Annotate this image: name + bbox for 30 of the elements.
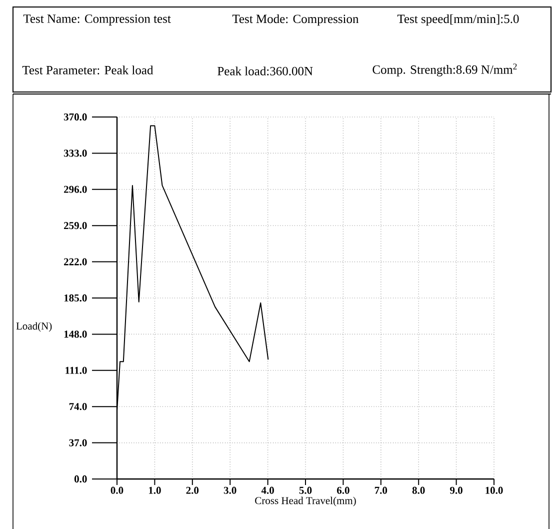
text: Test Mode: Compression: [232, 14, 359, 26]
x-tick-label: 2.0: [186, 486, 199, 494]
text: Test Parameter: Peak load: [22, 65, 154, 74]
text: Peak load:360.00N: [218, 66, 313, 76]
y-tick-label: 296.0: [64, 186, 87, 193]
y-tick-label: 37.0: [69, 439, 87, 446]
y-tick-label: 0.0: [74, 475, 87, 482]
x-tick-label: 4.0: [261, 486, 274, 494]
x-tick-label: 7.0: [374, 486, 388, 494]
y-tick-label: 333.0: [64, 149, 87, 157]
y-tick-label: 185.0: [64, 294, 87, 302]
text: Test Name: Compression test: [23, 14, 171, 26]
text: Test speed[mm/min]:5.0: [397, 14, 519, 26]
x-tick-label: 10.0: [486, 486, 503, 494]
x-axis-title: Cross Head Travel(mm): [255, 496, 356, 506]
y-axis-title: Load(N): [16, 322, 52, 332]
y-tick-label: 259.0: [64, 222, 87, 229]
x-tick-label: 5.0: [299, 486, 312, 494]
y-tick-label: 111.0: [66, 366, 87, 374]
y-tick-label: 74.0: [69, 402, 87, 410]
x-tick-label: 0.0: [110, 486, 124, 494]
x-tick-label: 1.0: [148, 486, 161, 494]
x-tick-label: 6.0: [337, 486, 350, 494]
x-tick-label: 9.0: [450, 486, 462, 494]
y-tick-label: 222.0: [64, 258, 87, 266]
y-tick-label: 148.0: [64, 330, 87, 338]
x-tick-label: 3.0: [224, 486, 236, 494]
text: Comp. Strength:8.69 N/mm$^{2}$: [372, 63, 517, 76]
y-tick-label: 370.0: [64, 113, 87, 120]
x-tick-label: 8.0: [412, 486, 425, 494]
